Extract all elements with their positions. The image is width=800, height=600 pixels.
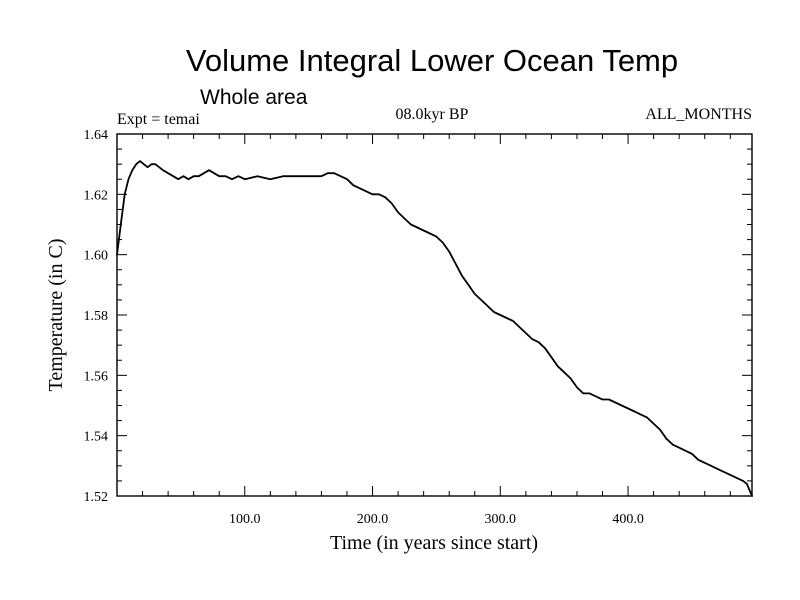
months-label: ALL_MONTHS: [645, 106, 752, 123]
y-tick-label: 1.52: [84, 490, 109, 505]
y-axis-ticks: 1.52 1.54 1.56 1.58 1.60 1.62 1.64: [84, 128, 752, 505]
y-tick-label: 1.58: [84, 309, 109, 324]
y-tick-label: 1.62: [84, 188, 109, 203]
chart-subtitle: Whole area: [200, 86, 308, 109]
period-label: 08.0kyr BP: [396, 106, 469, 123]
y-tick-label: 1.56: [84, 369, 109, 384]
plot-frame: [116, 133, 753, 497]
x-tick-label: 200.0: [357, 512, 389, 527]
chart-title: Volume Integral Lower Ocean Temp: [186, 43, 678, 78]
x-axis-label: Time (in years since start): [330, 532, 538, 554]
x-tick-label: 300.0: [485, 512, 517, 527]
x-axis-ticks: 100.0 200.0 300.0 400.0: [142, 134, 731, 527]
y-tick-label: 1.60: [84, 249, 109, 264]
y-tick-label: 1.64: [84, 128, 109, 143]
temperature-series-line: [116, 160, 753, 497]
x-tick-label: 100.0: [229, 512, 261, 527]
x-tick-label: 400.0: [612, 512, 644, 527]
y-axis-label: Temperature (in C): [45, 239, 67, 392]
experiment-label: Expt = temai: [117, 111, 200, 128]
y-tick-label: 1.54: [84, 430, 109, 445]
